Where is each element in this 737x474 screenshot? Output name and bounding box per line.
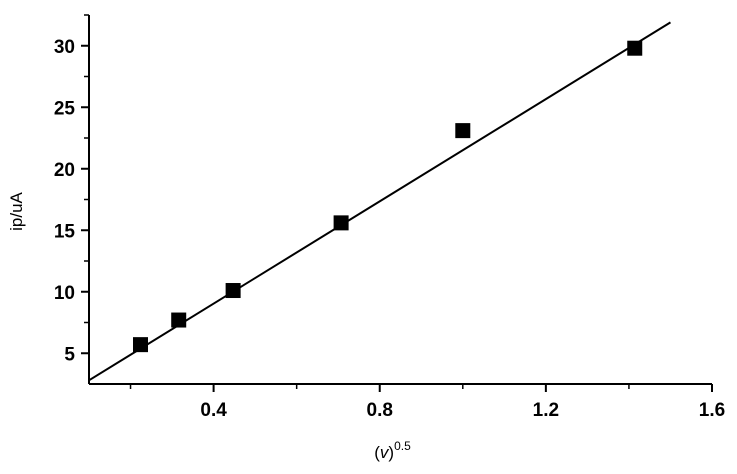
y-tick-label: 10 — [54, 283, 75, 304]
data-point — [333, 215, 349, 231]
x-tick-label: 0.4 — [200, 400, 227, 421]
x-axis-label-main: (v) — [374, 443, 394, 462]
x-tick-label: 1.2 — [533, 400, 559, 421]
y-tick-label: 5 — [64, 344, 75, 365]
x-axis-label: (v)0.5 — [374, 439, 411, 462]
y-tick-label: 15 — [54, 221, 76, 242]
x-tick-label: 0.8 — [367, 400, 393, 421]
tick-labels: 0.4 0.8 1.2 1.6 5 10 15 20 25 30 — [54, 37, 725, 421]
y-tick-label: 20 — [54, 160, 75, 181]
data-points — [133, 40, 643, 353]
data-point — [171, 312, 187, 328]
axes — [88, 15, 712, 385]
y-tick-label: 30 — [54, 37, 75, 58]
data-point — [133, 337, 149, 353]
y-tick-label: 25 — [54, 98, 76, 119]
data-point — [627, 40, 643, 56]
data-point — [225, 283, 241, 299]
x-tick-label: 1.6 — [699, 400, 725, 421]
data-point — [455, 123, 471, 139]
y-axis-label: ip/uA — [7, 191, 26, 230]
x-axis-label-superscript: 0.5 — [394, 439, 411, 453]
ticks — [81, 14, 713, 392]
